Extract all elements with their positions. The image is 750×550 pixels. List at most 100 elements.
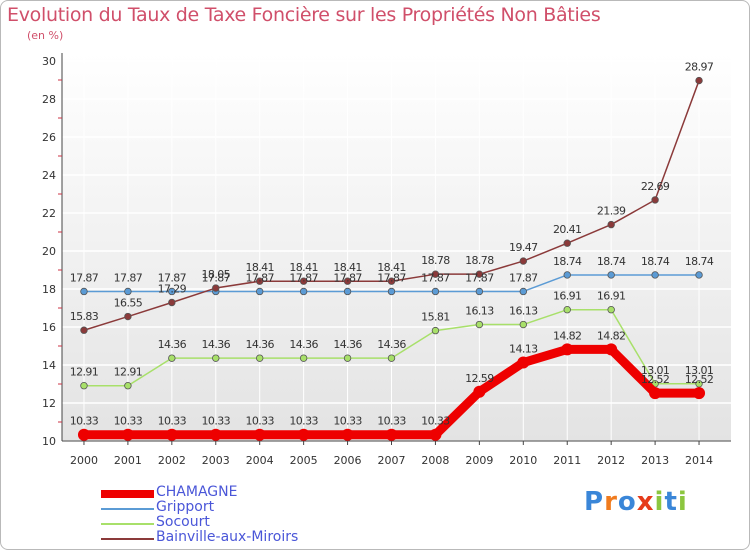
x-tick-label: 2010 (509, 454, 537, 467)
data-label: 10.33 (202, 415, 231, 428)
data-label: 22.69 (641, 180, 670, 193)
data-point (385, 428, 398, 441)
data-label: 17.87 (158, 271, 187, 284)
data-point (343, 287, 352, 296)
x-tick-label: 2009 (465, 454, 493, 467)
data-label: 18.41 (289, 261, 318, 274)
x-tick-label: 2008 (421, 454, 449, 467)
data-label: 17.29 (158, 282, 187, 295)
x-tick-label: 2012 (597, 454, 625, 467)
data-point (519, 320, 527, 329)
data-label: 14.36 (245, 338, 274, 351)
data-label: 18.41 (245, 261, 274, 274)
data-label: 19.47 (509, 241, 538, 254)
data-label: 17.87 (114, 271, 143, 284)
x-tick-label: 2014 (685, 454, 713, 467)
data-point (253, 428, 266, 441)
data-point (80, 287, 88, 296)
data-label: 16.91 (597, 290, 626, 303)
legend-label: Socourt (156, 514, 210, 530)
data-point (168, 298, 176, 307)
data-label: 14.82 (597, 329, 626, 342)
data-label: 10.33 (114, 415, 143, 428)
data-label: 18.05 (202, 268, 231, 281)
data-point (256, 277, 264, 285)
x-tick-label: 2006 (334, 454, 362, 467)
data-point (563, 239, 571, 247)
data-point (124, 287, 132, 296)
data-label: 10.33 (421, 415, 450, 428)
data-point (256, 354, 264, 362)
data-label: 14.13 (509, 343, 538, 356)
data-point (124, 382, 132, 390)
data-label: 12.91 (114, 366, 143, 379)
data-point (649, 387, 662, 400)
data-label: 18.74 (597, 255, 626, 268)
data-point (695, 271, 703, 279)
logo-letter: o (617, 487, 637, 517)
data-label: 14.36 (158, 338, 187, 351)
data-label: 10.33 (70, 415, 99, 428)
logo-letter: i (654, 487, 665, 517)
data-label: 16.55 (114, 297, 143, 310)
y-tick-label: 30 (42, 55, 56, 68)
chart-title: Evolution du Taux de Taxe Foncière sur l… (7, 4, 601, 26)
data-point (429, 428, 442, 441)
y-tick-label: 22 (42, 207, 56, 220)
data-label: 14.36 (202, 338, 231, 351)
data-point (209, 428, 222, 441)
x-tick-label: 2001 (114, 454, 142, 467)
data-label: 17.87 (421, 271, 450, 284)
x-tick-label: 2003 (202, 454, 230, 467)
data-point (473, 385, 486, 398)
data-label: 18.41 (377, 261, 406, 274)
x-tick-label: 2000 (70, 454, 98, 467)
data-point (212, 284, 220, 292)
data-label: 16.91 (553, 290, 582, 303)
data-label: 10.33 (289, 415, 318, 428)
data-point (341, 428, 354, 441)
data-label: 13.01 (641, 364, 670, 377)
data-label: 10.33 (377, 415, 406, 428)
data-point (124, 312, 132, 321)
y-tick-label: 10 (42, 435, 56, 448)
data-label: 18.78 (421, 254, 450, 267)
data-point (80, 382, 88, 390)
data-label: 12.52 (685, 373, 714, 386)
data-label: 18.41 (333, 261, 362, 274)
data-label: 15.81 (421, 311, 450, 324)
data-label: 28.97 (685, 61, 714, 74)
y-tick-label: 24 (42, 169, 56, 182)
data-point (431, 270, 440, 278)
data-label: 14.36 (289, 338, 318, 351)
x-tick-label: 2011 (553, 454, 581, 467)
data-label: 17.87 (245, 271, 274, 284)
x-tick-label: 2007 (378, 454, 406, 467)
data-label: 18.74 (641, 255, 670, 268)
data-point (343, 354, 352, 362)
data-label: 10.33 (158, 415, 187, 428)
data-point (387, 287, 396, 296)
data-point (563, 271, 571, 279)
x-tick-label: 2005 (290, 454, 318, 467)
data-point (693, 387, 706, 400)
data-point (387, 277, 396, 285)
data-label: 14.36 (333, 338, 362, 351)
data-label: 18.78 (465, 254, 494, 267)
data-point (563, 306, 571, 314)
data-point (165, 428, 178, 441)
proxiti-logo: Proxiti (584, 487, 688, 517)
y-tick-label: 20 (42, 245, 56, 258)
x-tick-label: 2013 (641, 454, 669, 467)
data-label: 17.87 (202, 271, 231, 284)
y-tick-label: 16 (42, 321, 56, 334)
data-point (121, 428, 134, 441)
data-label: 17.87 (333, 271, 362, 284)
y-tick-label: 12 (42, 397, 56, 410)
logo-letter: x (636, 487, 655, 517)
data-label: 12.59 (465, 372, 494, 385)
data-point (475, 287, 484, 296)
data-point (212, 354, 220, 362)
